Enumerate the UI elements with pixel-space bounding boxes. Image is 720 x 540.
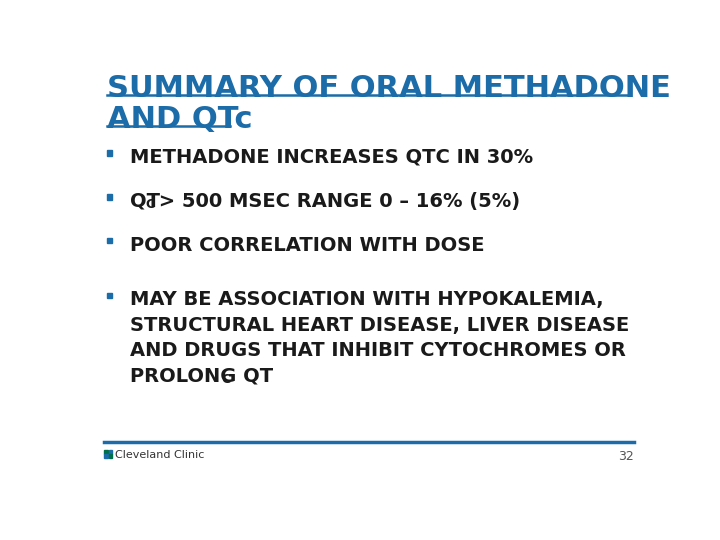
Text: POOR CORRELATION WITH DOSE: POOR CORRELATION WITH DOSE: [130, 236, 485, 255]
Text: AND QTc: AND QTc: [107, 105, 253, 134]
Text: C: C: [222, 373, 231, 386]
Text: METHADONE INCREASES QTC IN 30%: METHADONE INCREASES QTC IN 30%: [130, 148, 534, 167]
Text: AND DRUGS THAT INHIBIT CYTOCHROMES OR: AND DRUGS THAT INHIBIT CYTOCHROMES OR: [130, 341, 626, 360]
Bar: [107, 238, 112, 244]
Bar: [104, 450, 108, 454]
Bar: [107, 293, 112, 298]
Text: 32: 32: [618, 450, 634, 463]
Bar: [107, 150, 112, 156]
Bar: [109, 455, 112, 458]
Text: Cleveland Clinic: Cleveland Clinic: [114, 450, 204, 460]
Bar: [107, 194, 112, 200]
Bar: [104, 455, 108, 458]
Text: STRUCTURAL HEART DISEASE, LIVER DISEASE: STRUCTURAL HEART DISEASE, LIVER DISEASE: [130, 316, 629, 335]
Text: PROLONG QT: PROLONG QT: [130, 367, 274, 386]
Text: QT: QT: [130, 192, 161, 211]
Text: SUMMARY OF ORAL METHADONE: SUMMARY OF ORAL METHADONE: [107, 74, 671, 103]
Bar: [109, 450, 112, 454]
Text: C: C: [145, 198, 155, 211]
Text: > 500 MSEC RANGE 0 – 16% (5%): > 500 MSEC RANGE 0 – 16% (5%): [152, 192, 520, 211]
Text: MAY BE ASSOCIATION WITH HYPOKALEMIA,: MAY BE ASSOCIATION WITH HYPOKALEMIA,: [130, 291, 604, 309]
